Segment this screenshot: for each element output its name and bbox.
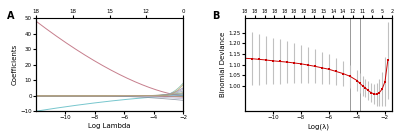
Y-axis label: Binomial Deviance: Binomial Deviance [220,32,226,97]
Text: A: A [6,11,14,21]
X-axis label: Log Lambda: Log Lambda [88,123,131,129]
Y-axis label: Coefficients: Coefficients [12,44,18,85]
X-axis label: Log(λ): Log(λ) [308,123,330,130]
Text: B: B [212,11,220,21]
